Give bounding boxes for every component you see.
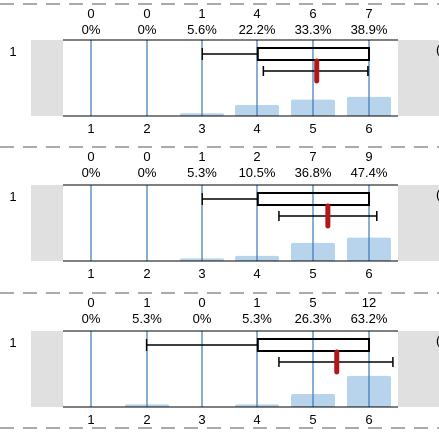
left-side-panel xyxy=(31,331,63,407)
x-tick-label: 2 xyxy=(143,266,150,281)
row-label: 1 xyxy=(9,44,16,59)
count-label: 0 xyxy=(87,6,94,21)
x-tick-label: 1 xyxy=(87,121,94,136)
percent-label: 5.3% xyxy=(242,311,272,326)
count-label: 0 xyxy=(198,295,205,310)
right-edge-mark: ( xyxy=(436,42,439,57)
x-tick-label: 3 xyxy=(198,412,205,427)
percent-label: 0% xyxy=(138,165,157,180)
count-label: 6 xyxy=(309,6,316,21)
right-edge-mark: ( xyxy=(436,333,439,348)
percent-label: 0% xyxy=(82,311,101,326)
x-tick-label: 3 xyxy=(198,121,205,136)
percent-label: 63.2% xyxy=(351,311,388,326)
percent-label: 38.9% xyxy=(351,22,388,37)
percent-label: 5.3% xyxy=(132,311,162,326)
row-label: 1 xyxy=(9,189,16,204)
x-tick-label: 4 xyxy=(253,412,260,427)
percent-label: 5.3% xyxy=(187,165,217,180)
count-label: 0 xyxy=(143,6,150,21)
x-tick-label: 5 xyxy=(309,266,316,281)
count-label: 1 xyxy=(253,295,260,310)
percent-label: 10.5% xyxy=(239,165,276,180)
x-tick-label: 6 xyxy=(365,121,372,136)
percent-label: 26.3% xyxy=(295,311,332,326)
count-label: 0 xyxy=(143,149,150,164)
right-edge-mark: ( xyxy=(436,187,439,202)
percent-label: 47.4% xyxy=(351,165,388,180)
count-label: 4 xyxy=(253,6,260,21)
box-iqr xyxy=(256,192,370,206)
count-label: 1 xyxy=(198,6,205,21)
count-label: 1 xyxy=(198,149,205,164)
plot-area xyxy=(63,185,398,261)
right-side-panel xyxy=(398,40,439,116)
percent-label: 0% xyxy=(82,22,101,37)
x-tick-label: 2 xyxy=(143,412,150,427)
plot-area xyxy=(63,40,398,116)
left-side-panel xyxy=(31,40,63,116)
box-iqr xyxy=(256,338,370,352)
count-label: 0 xyxy=(87,295,94,310)
x-tick-label: 5 xyxy=(309,121,316,136)
percent-label: 5.6% xyxy=(187,22,217,37)
count-label: 1 xyxy=(143,295,150,310)
box-iqr xyxy=(256,47,370,61)
percent-label: 22.2% xyxy=(239,22,276,37)
left-side-panel xyxy=(31,185,63,261)
x-tick-label: 6 xyxy=(365,412,372,427)
x-tick-label: 2 xyxy=(143,121,150,136)
count-label: 0 xyxy=(87,149,94,164)
x-tick-label: 5 xyxy=(309,412,316,427)
percent-label: 0% xyxy=(82,165,101,180)
percent-label: 0% xyxy=(193,311,212,326)
count-label: 5 xyxy=(309,295,316,310)
right-side-panel xyxy=(398,185,439,261)
x-tick-label: 1 xyxy=(87,412,94,427)
count-label: 2 xyxy=(253,149,260,164)
x-tick-label: 4 xyxy=(253,121,260,136)
x-tick-label: 1 xyxy=(87,266,94,281)
plot-area xyxy=(63,331,398,407)
x-tick-label: 4 xyxy=(253,266,260,281)
count-label: 12 xyxy=(362,295,376,310)
percent-label: 36.8% xyxy=(295,165,332,180)
right-side-panel xyxy=(398,331,439,407)
count-label: 7 xyxy=(309,149,316,164)
percent-label: 0% xyxy=(138,22,157,37)
x-tick-label: 3 xyxy=(198,266,205,281)
percent-label: 33.3% xyxy=(295,22,332,37)
count-label: 9 xyxy=(365,149,372,164)
count-label: 7 xyxy=(365,6,372,21)
x-tick-label: 6 xyxy=(365,266,372,281)
row-label: 1 xyxy=(9,335,16,350)
